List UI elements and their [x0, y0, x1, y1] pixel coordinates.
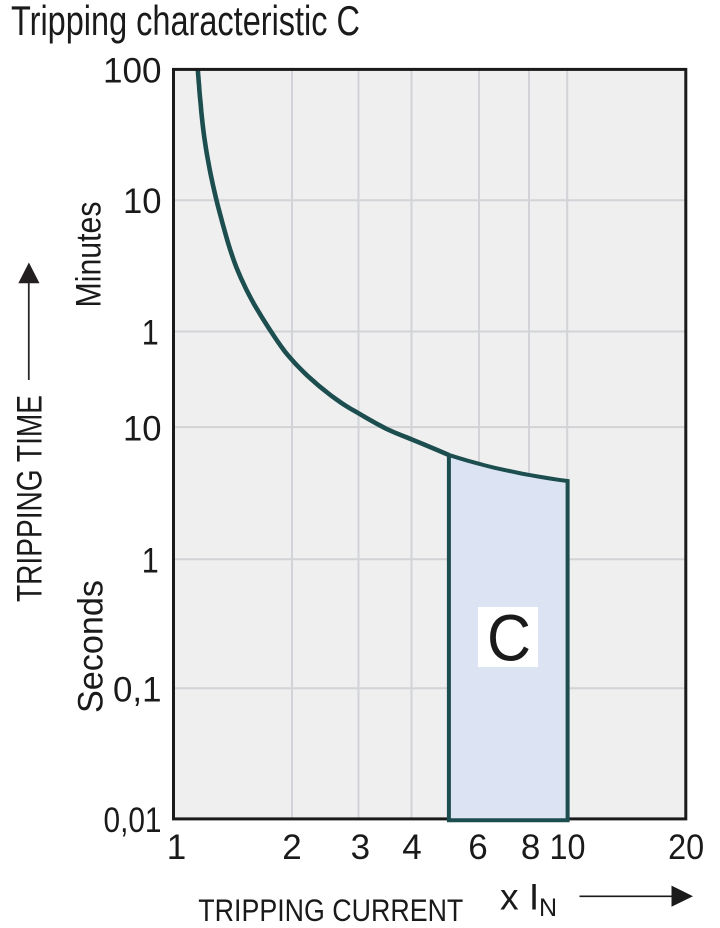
- svg-text:4: 4: [402, 828, 421, 867]
- svg-text:1: 1: [167, 828, 186, 867]
- svg-text:2: 2: [282, 828, 301, 867]
- svg-text:10: 10: [123, 410, 162, 449]
- svg-text:Minutes: Minutes: [69, 202, 108, 308]
- svg-text:TRIPPING TIME: TRIPPING TIME: [10, 395, 49, 602]
- svg-text:Tripping characteristic C: Tripping characteristic C: [11, 0, 360, 44]
- svg-text:0,1: 0,1: [113, 670, 162, 709]
- svg-text:0,01: 0,01: [104, 801, 162, 840]
- svg-text:C: C: [487, 601, 531, 675]
- svg-text:100: 100: [103, 51, 162, 90]
- svg-text:20: 20: [668, 828, 704, 867]
- svg-text:1: 1: [142, 541, 159, 580]
- svg-text:6: 6: [468, 828, 487, 867]
- svg-text:10: 10: [550, 828, 586, 867]
- svg-text:Seconds: Seconds: [72, 580, 111, 713]
- svg-text:3: 3: [351, 828, 370, 867]
- svg-text:10: 10: [123, 182, 162, 221]
- svg-text:8: 8: [521, 828, 540, 867]
- svg-text:TRIPPING CURRENT: TRIPPING CURRENT: [198, 892, 463, 928]
- svg-text:1: 1: [142, 314, 159, 353]
- svg-text:x I: x I: [500, 876, 539, 918]
- svg-text:N: N: [539, 894, 557, 922]
